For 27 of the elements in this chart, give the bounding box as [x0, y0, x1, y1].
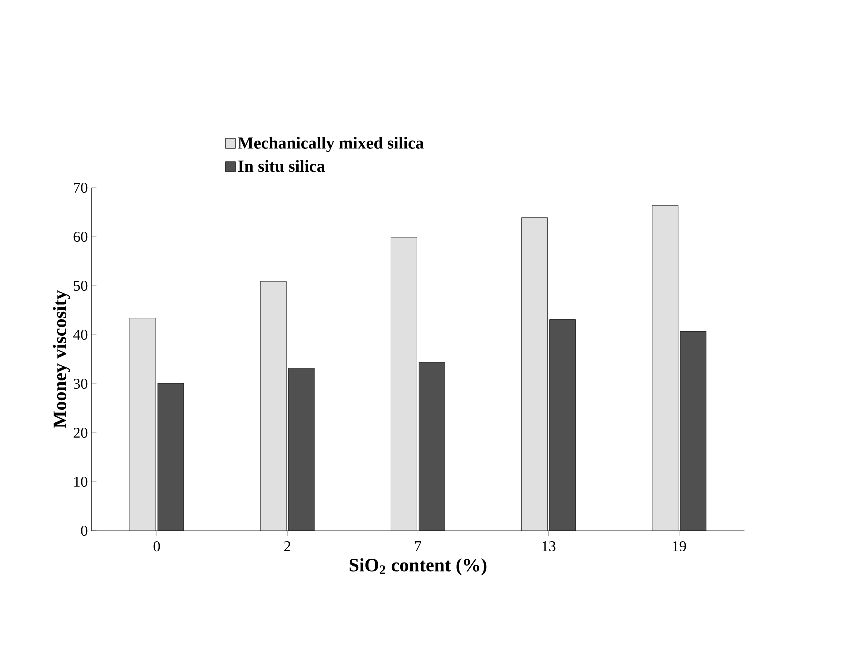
y-tick-label: 20: [74, 428, 88, 438]
y-axis-title: Mooney viscosity: [53, 290, 70, 428]
bar: [158, 383, 184, 531]
bar: [130, 318, 156, 531]
bar: [522, 218, 548, 531]
y-tick-label: 40: [74, 330, 88, 340]
x-tick-label: 13: [542, 542, 556, 552]
bar: [652, 205, 679, 531]
y-tick-label: 30: [74, 378, 88, 390]
x-tick-label: 7: [415, 542, 422, 552]
y-tick-label: 70: [74, 182, 88, 194]
y-tick-label: 10: [74, 476, 88, 488]
y-tick-label: 0: [81, 526, 88, 536]
x-tick-label: 0: [154, 542, 160, 552]
legend-label: In situ silica: [238, 160, 326, 172]
legend-label: Mechanically mixed silica: [238, 137, 424, 152]
x-tick-label: 2: [284, 542, 291, 552]
x-tick-label: 19: [673, 542, 686, 552]
x-axis-title: SiO$_{2}$ content (%): [350, 558, 487, 576]
bar: [680, 331, 707, 531]
y-tick-label: 50: [74, 280, 88, 292]
bar: [260, 282, 287, 531]
bar: [288, 368, 315, 531]
y-tick-label: 60: [74, 232, 88, 242]
bar: [419, 362, 446, 531]
bar: [391, 237, 418, 531]
bar: [550, 320, 576, 531]
